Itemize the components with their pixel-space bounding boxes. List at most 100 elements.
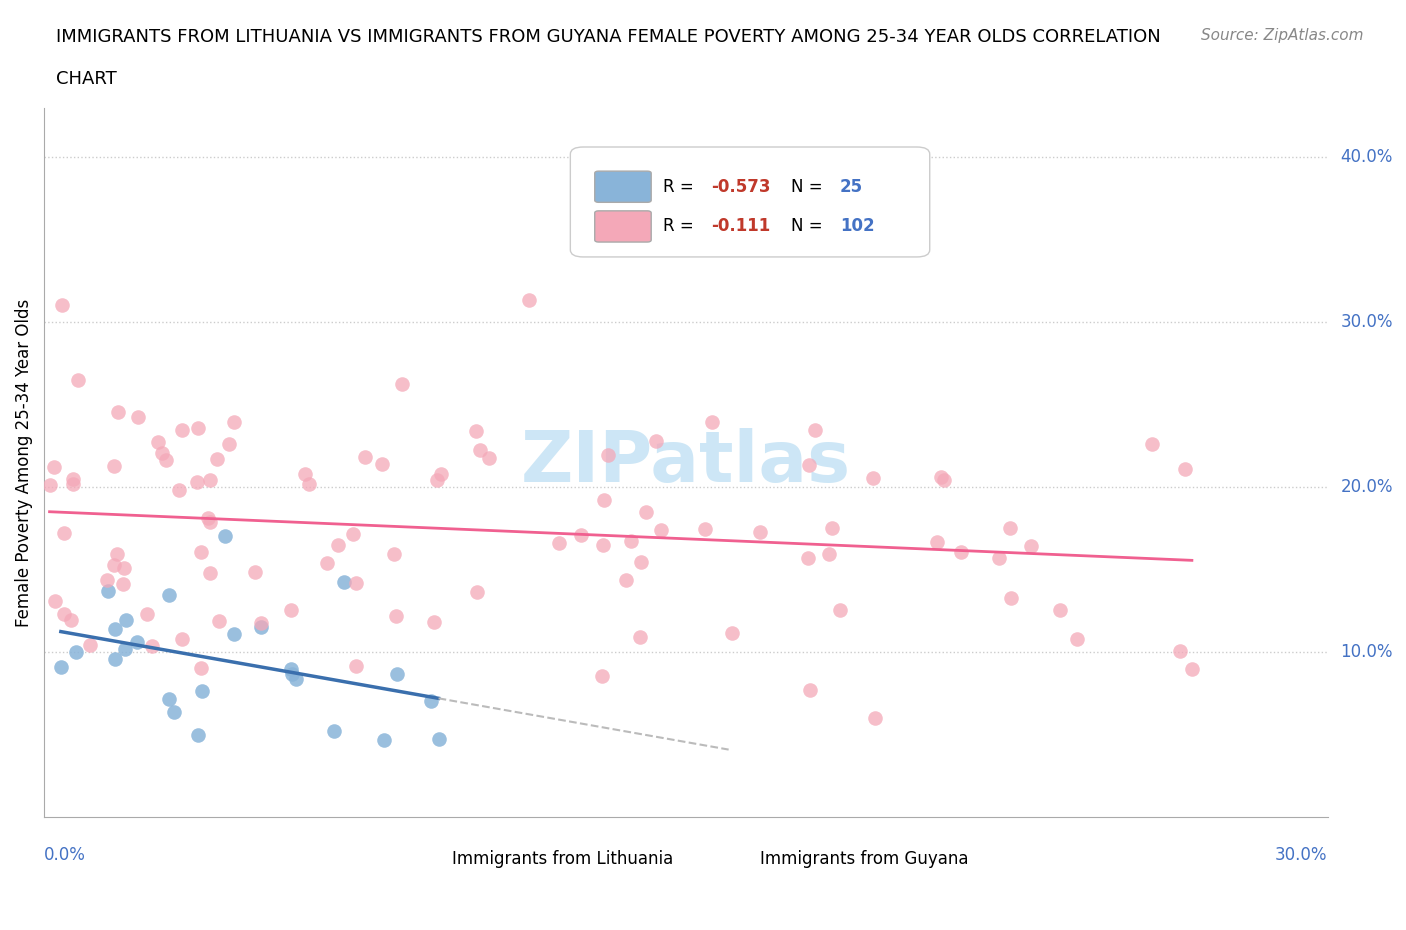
Point: [200, 472, 222, 487]
Point: [112, 577, 135, 591]
Point: [250, 619, 273, 634]
Point: [51, 298, 73, 312]
Point: [927, 535, 949, 550]
Point: [38, 478, 60, 493]
Text: R =: R =: [662, 178, 699, 195]
Point: [1181, 661, 1204, 676]
Point: [344, 658, 367, 673]
Text: ZIPatlas: ZIPatlas: [520, 428, 851, 498]
Text: 40.0%: 40.0%: [1340, 149, 1393, 166]
FancyBboxPatch shape: [595, 171, 651, 203]
Point: [197, 511, 219, 525]
Point: [797, 551, 820, 565]
Point: [52, 606, 75, 621]
Point: [1000, 591, 1022, 605]
Point: [429, 467, 451, 482]
Point: [426, 472, 449, 487]
Point: [157, 692, 180, 707]
Point: [592, 493, 614, 508]
Point: [280, 661, 302, 676]
Text: 20.0%: 20.0%: [1340, 478, 1393, 497]
Text: Immigrants from Guyana: Immigrants from Guyana: [761, 850, 969, 868]
Point: [353, 450, 375, 465]
Point: [323, 723, 346, 737]
Point: [326, 538, 349, 552]
Point: [167, 483, 190, 498]
Point: [65, 644, 87, 659]
Point: [136, 607, 159, 622]
Point: [547, 536, 569, 551]
Point: [127, 634, 149, 649]
Point: [804, 423, 827, 438]
Point: [285, 671, 308, 686]
Point: [105, 547, 128, 562]
Point: [146, 434, 169, 449]
Point: [932, 472, 955, 487]
Point: [1019, 538, 1042, 553]
Point: [387, 667, 409, 682]
Point: [186, 474, 208, 489]
Point: [66, 373, 89, 388]
Point: [863, 711, 886, 725]
Text: 102: 102: [839, 218, 875, 235]
Point: [1168, 644, 1191, 658]
Point: [862, 471, 884, 485]
Point: [44, 594, 66, 609]
Point: [630, 555, 652, 570]
Point: [103, 557, 125, 572]
Point: [644, 434, 666, 449]
Point: [1000, 521, 1022, 536]
Text: N =: N =: [792, 178, 828, 195]
Point: [245, 565, 267, 579]
Point: [114, 642, 136, 657]
Point: [821, 520, 844, 535]
Point: [218, 437, 240, 452]
Point: [190, 545, 212, 560]
Point: [281, 667, 304, 682]
Point: [224, 627, 246, 642]
Point: [198, 515, 221, 530]
Text: 25: 25: [839, 178, 863, 195]
FancyBboxPatch shape: [387, 845, 443, 872]
Point: [187, 420, 209, 435]
Point: [298, 476, 321, 491]
Text: Immigrants from Lithuania: Immigrants from Lithuania: [453, 850, 673, 868]
Point: [1140, 437, 1163, 452]
Point: [280, 603, 302, 618]
Point: [702, 415, 724, 430]
Point: [79, 637, 101, 652]
Point: [596, 447, 619, 462]
Point: [96, 572, 118, 587]
Text: 30.0%: 30.0%: [1275, 845, 1327, 864]
FancyBboxPatch shape: [571, 147, 929, 257]
Point: [465, 584, 488, 599]
Point: [60, 613, 83, 628]
Point: [987, 551, 1010, 565]
Text: Source: ZipAtlas.com: Source: ZipAtlas.com: [1201, 28, 1364, 43]
Point: [190, 660, 212, 675]
Point: [799, 683, 821, 698]
Point: [391, 377, 413, 392]
Point: [371, 456, 394, 471]
FancyBboxPatch shape: [695, 845, 751, 872]
Point: [333, 575, 356, 590]
Point: [382, 547, 405, 562]
Point: [628, 630, 651, 644]
Point: [749, 525, 772, 539]
Point: [650, 523, 672, 538]
Point: [157, 587, 180, 602]
Point: [150, 446, 173, 461]
Point: [929, 470, 952, 485]
Point: [208, 613, 231, 628]
Point: [1174, 461, 1197, 476]
Point: [163, 705, 186, 720]
Point: [620, 534, 643, 549]
Text: -0.573: -0.573: [711, 178, 770, 195]
Point: [170, 631, 193, 646]
Point: [103, 458, 125, 473]
Point: [114, 613, 136, 628]
Point: [422, 615, 444, 630]
Point: [62, 472, 84, 486]
Point: [62, 477, 84, 492]
Point: [1049, 603, 1071, 618]
